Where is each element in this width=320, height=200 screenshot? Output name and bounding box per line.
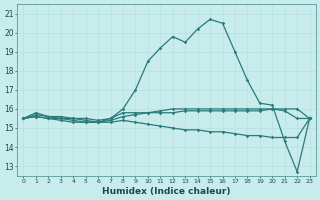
X-axis label: Humidex (Indice chaleur): Humidex (Indice chaleur): [102, 187, 231, 196]
